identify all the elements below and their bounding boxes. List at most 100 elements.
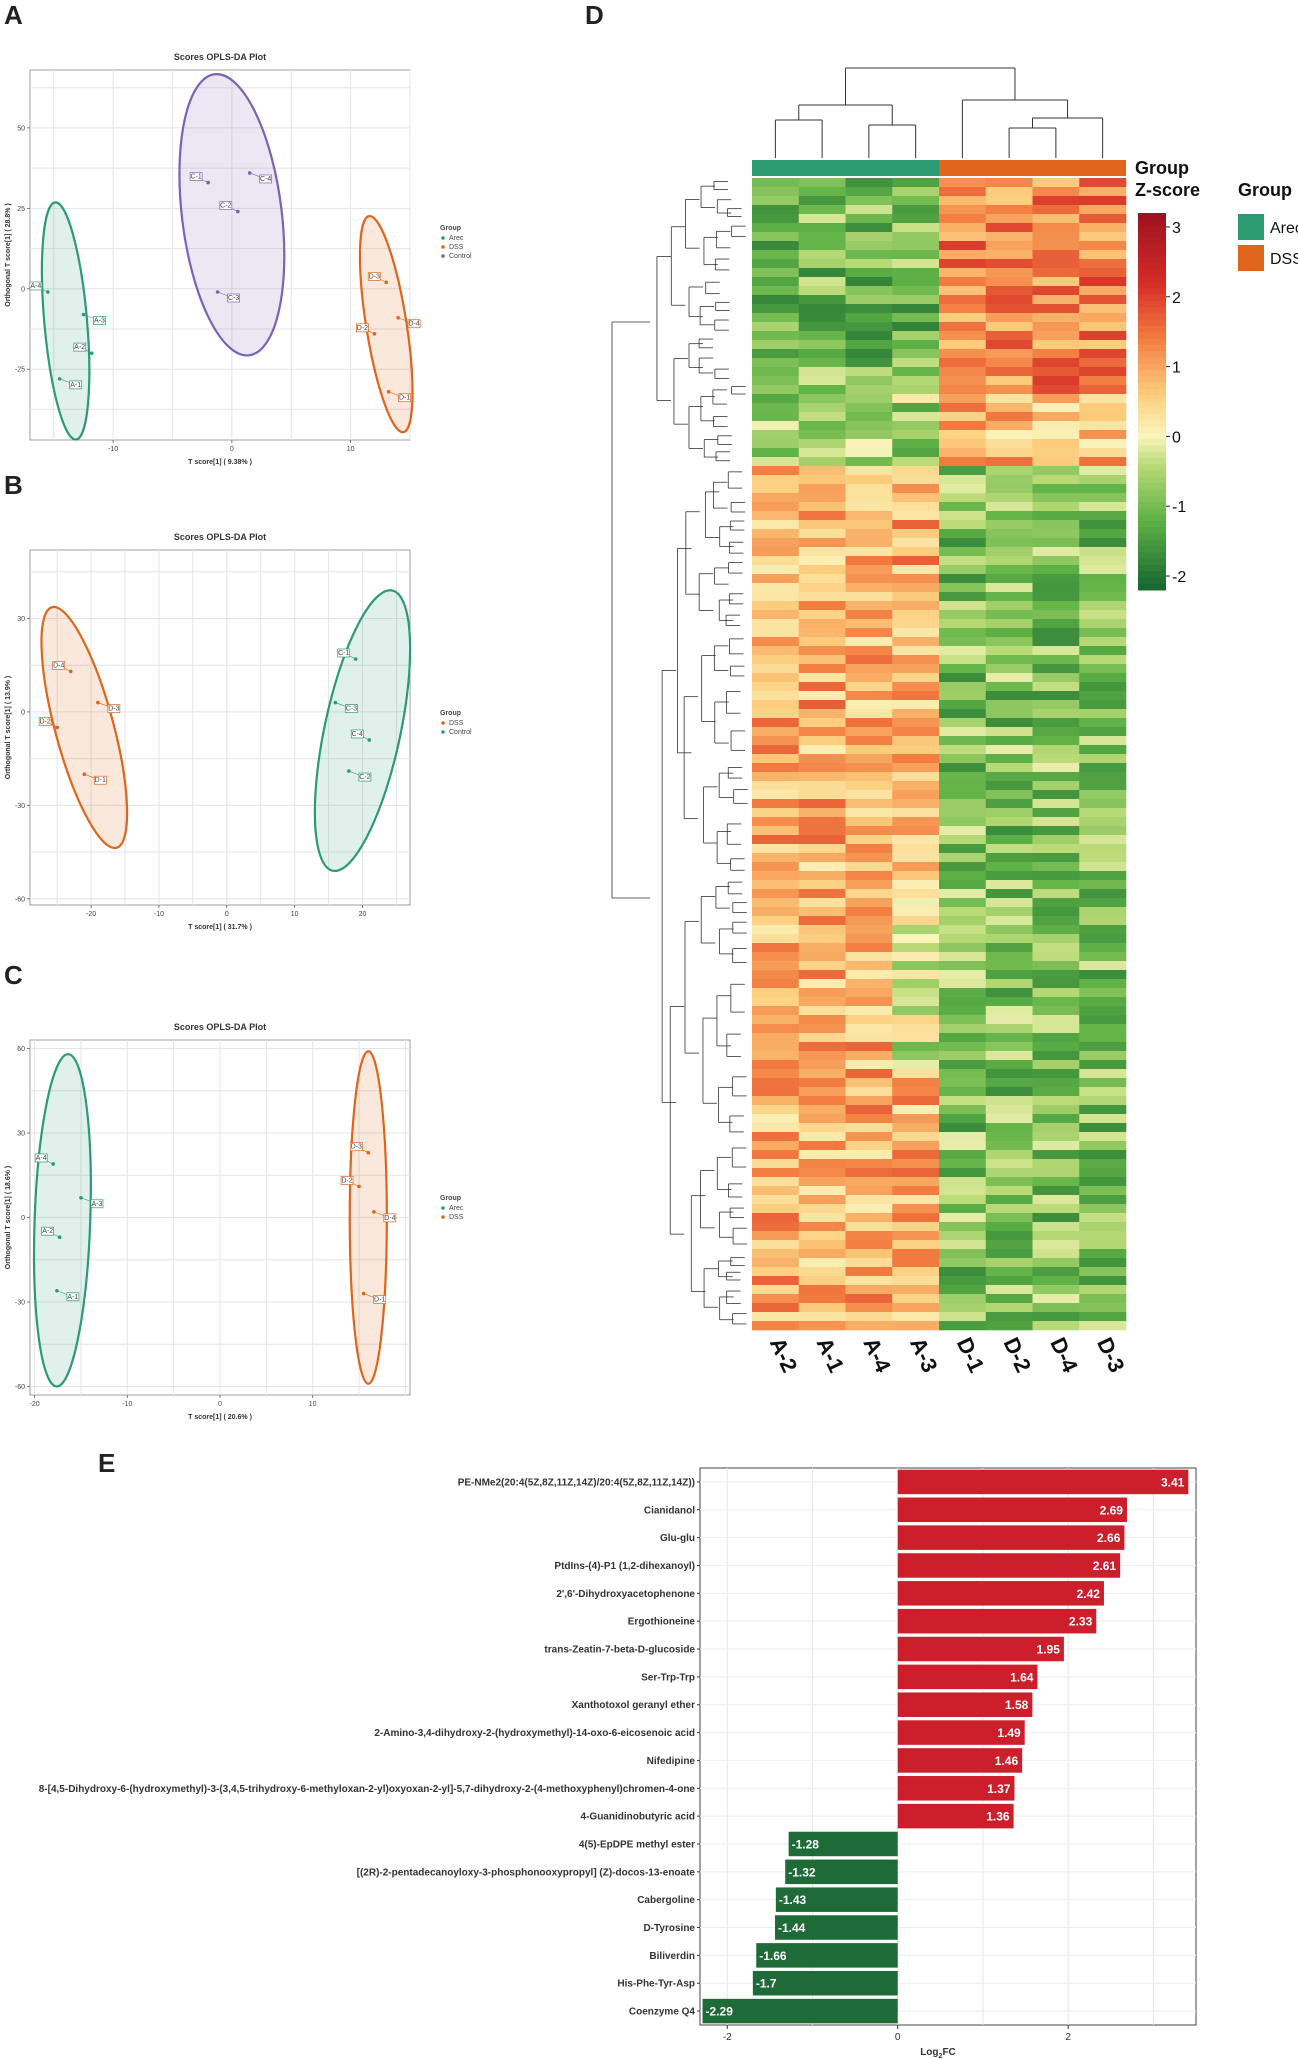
heatmap-cell (939, 349, 987, 359)
heatmap-cell (845, 322, 893, 332)
heatmap-cell (985, 565, 1033, 575)
heatmap-cell (752, 511, 800, 521)
heatmap-cell (1079, 934, 1127, 944)
bar-x-axis-label: Log2FC (920, 2047, 956, 2059)
chart-title-b: Scores OPLS-DA Plot (174, 532, 266, 542)
heatmap-cell (845, 952, 893, 962)
heatmap-cell (1079, 853, 1127, 863)
heatmap-cell (939, 790, 987, 800)
heatmap-cell (985, 970, 1033, 980)
legend-marker-arec (441, 1206, 445, 1210)
data-point-a-4 (51, 1162, 55, 1166)
heatmap-cell (985, 1312, 1033, 1322)
point-label-box (219, 201, 233, 210)
heatmap-cell (892, 1222, 940, 1232)
heatmap-cell (1032, 286, 1080, 296)
point-label-box (259, 174, 273, 184)
heatmap-cell (892, 520, 940, 530)
heatmap-cell (985, 439, 1033, 449)
heatmap-cell (939, 295, 987, 305)
heatmap-cell (1079, 403, 1127, 413)
heatmap-cell (985, 1141, 1033, 1151)
heatmap-cell (939, 619, 987, 629)
heatmap-cell (752, 223, 800, 233)
heatmap-cell (798, 898, 846, 908)
colorbar-segment (1138, 583, 1166, 591)
heatmap-cell (1079, 754, 1127, 764)
heatmap-cell (798, 925, 846, 935)
heatmap-cell (798, 817, 846, 827)
heatmap-cell (798, 1141, 846, 1151)
y-tick-label-c: 60 (17, 1046, 25, 1053)
heatmap-cell (798, 1114, 846, 1124)
point-label-a-2: A-2 (74, 344, 85, 351)
heatmap-cell (845, 412, 893, 422)
heatmap-cell (939, 547, 987, 557)
heatmap-cell (939, 196, 987, 206)
heatmap-cell (939, 772, 987, 782)
heatmap-cell (845, 1141, 893, 1151)
heatmap-cell (985, 448, 1033, 458)
heatmap-cell (798, 511, 846, 521)
heatmap-cell (892, 1051, 940, 1061)
heatmap-cell (798, 727, 846, 737)
heatmap-cell (845, 520, 893, 530)
heatmap-cell (752, 214, 800, 224)
heatmap-cell (939, 889, 987, 899)
heatmap-cell (1079, 916, 1127, 926)
heatmap-cell (892, 979, 940, 989)
heatmap-cell (798, 367, 846, 377)
heatmap-cell (985, 556, 1033, 566)
heatmap-cell (1032, 907, 1080, 917)
heatmap-cell (752, 763, 800, 773)
heatmap-cell (1079, 1204, 1127, 1214)
heatmap-cell (1079, 1033, 1127, 1043)
heatmap-cell (845, 691, 893, 701)
heatmap-cell (752, 637, 800, 647)
heatmap-cell (845, 502, 893, 512)
heatmap-cell (892, 187, 940, 197)
colorbar-segment (1138, 432, 1166, 440)
heatmap-cell (939, 673, 987, 683)
heatmap-cell (845, 1069, 893, 1079)
heatmap-cell (798, 628, 846, 638)
heatmap-cell (1079, 295, 1127, 305)
column-label-d-2: D-2 (999, 1334, 1037, 1377)
legend-marker-control (441, 730, 445, 734)
heatmap-cell (845, 466, 893, 476)
heatmap-cell (752, 1132, 800, 1142)
heatmap-cell (798, 466, 846, 476)
heatmap-cell (1032, 727, 1080, 737)
heatmap-cell (845, 538, 893, 548)
point-label-box (73, 342, 87, 352)
heatmap-cell (798, 943, 846, 953)
heatmap-cell (892, 1321, 940, 1331)
heatmap-cell (845, 718, 893, 728)
heatmap-cell (985, 223, 1033, 233)
heatmap-cell (845, 871, 893, 881)
heatmap-cell (798, 1258, 846, 1268)
heatmap-cell (798, 475, 846, 485)
data-point-d-3 (366, 1150, 371, 1155)
heatmap-cell (939, 997, 987, 1007)
heatmap-cell (798, 430, 846, 440)
heatmap-cell (1079, 1069, 1127, 1079)
heatmap-cell (752, 187, 800, 197)
heatmap-cell (752, 241, 800, 251)
heatmap-cell (1079, 691, 1127, 701)
heatmap-cell (752, 421, 800, 431)
heatmap-cell (845, 1177, 893, 1187)
data-point-d-2 (357, 1184, 361, 1189)
heatmap-cell (892, 1141, 940, 1151)
heatmap-cell (985, 502, 1033, 512)
heatmap-cell (1032, 1087, 1080, 1097)
heatmap-cell (1032, 376, 1080, 386)
heatmap-cell (1032, 862, 1080, 872)
heatmap-cell (798, 979, 846, 989)
heatmap-cell (892, 1213, 940, 1223)
bar-value-label-18: -1.66 (759, 1949, 787, 1963)
heatmap-cell (798, 1249, 846, 1259)
heatmap-cell (845, 1114, 893, 1124)
heatmap-cell (798, 1240, 846, 1250)
heatmap-cell (985, 934, 1033, 944)
